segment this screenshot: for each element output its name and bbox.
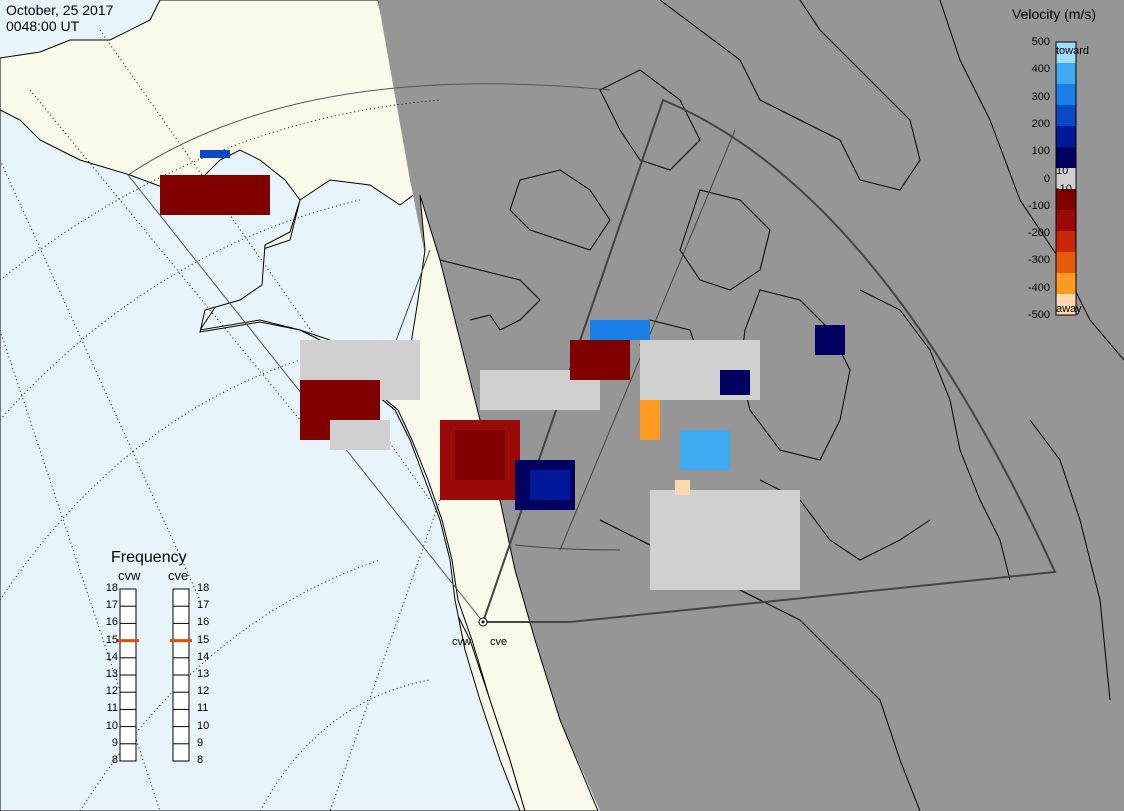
frequency-title: Frequency (111, 549, 187, 566)
colorbar-tick-label: -300 (1027, 254, 1050, 267)
frequency-tick-label: 10 (197, 719, 210, 732)
colorbar-frame (1055, 41, 1077, 316)
frequency-tick-label: 11 (197, 702, 209, 715)
colorbar-tick-label: -400 (1027, 281, 1050, 294)
colorbar-segment (1056, 42, 1076, 64)
frequency-tick-label: 8 (111, 754, 118, 766)
colorbar-segment (1056, 105, 1076, 127)
colorbar-tick-label: 300 (1031, 90, 1050, 103)
frequency-tick-label: 16 (197, 616, 210, 629)
colorbar-segment (1056, 147, 1076, 169)
frequency-tick-label: 15 (197, 633, 210, 646)
colorbar-segment (1056, 84, 1076, 106)
frequency-tick-label: 12 (197, 685, 210, 698)
frequency-tick-label: 18 (197, 582, 210, 594)
colorbar-tick-label: 100 (1031, 145, 1050, 158)
colorbar-tick-label: 500 (1031, 36, 1050, 48)
frequency-tick-label: 11 (106, 702, 118, 715)
colorbar-title: Velocity (m/s) (1012, 6, 1097, 22)
frequency-tick-label: 12 (105, 685, 118, 698)
colorbar-segment (1056, 168, 1076, 190)
colorbar-tick-label: -100 (1027, 199, 1050, 212)
velocity-cells (160, 150, 845, 590)
site-label: cvw (452, 636, 471, 648)
time-label: 0048:00 UT (6, 18, 80, 34)
frequency-tick-label: 15 (105, 633, 118, 646)
frequency-tick-label: 13 (105, 668, 118, 680)
frequency-tick-label: 8 (197, 754, 204, 766)
colorbar-tick-label: 0 (1043, 172, 1050, 185)
frequency-radar-label: cve (168, 568, 189, 583)
frequency-tick-label: 16 (105, 616, 118, 629)
colorbar-segment (1056, 126, 1076, 148)
frequency-tick-label: 9 (197, 736, 204, 749)
colorbar-segment (1056, 252, 1076, 274)
frequency-radar-label: cvw (118, 568, 141, 583)
frequency-tick-label: 18 (105, 582, 118, 594)
site-label: cve (490, 636, 508, 648)
colorbar-segment (1056, 189, 1076, 211)
colorbar-away-label: away (1056, 303, 1082, 315)
colorbar-inner-tick: 10 (1056, 165, 1069, 177)
colorbar-segment (1056, 294, 1076, 316)
date-label: October, 25 2017 (6, 2, 114, 18)
colorbar-inner-tick: -10 (1056, 183, 1072, 195)
colorbar-segment (1056, 63, 1076, 85)
colorbar-tick-label: -200 (1027, 227, 1050, 240)
colorbar (1055, 41, 1077, 316)
frequency-tick-label: 17 (105, 599, 118, 612)
frequency-tick-label: 13 (197, 668, 210, 680)
radar-site-marker (478, 617, 488, 627)
colorbar-tick-label: 200 (1031, 117, 1050, 130)
colorbar-segment (1056, 210, 1076, 232)
frequency-tick-label: 14 (197, 650, 210, 663)
colorbar-tick-label: 400 (1031, 63, 1050, 76)
frequency-gauges (117, 588, 192, 762)
colorbar-toward-label: toward (1056, 45, 1090, 57)
night-region (378, 0, 1124, 811)
colorbar-segment (1056, 231, 1076, 253)
colorbar-segment (1056, 273, 1076, 295)
frequency-tick-label: 10 (105, 719, 118, 732)
graticule (0, 29, 441, 811)
frequency-tick-label: 17 (197, 599, 210, 612)
colorbar-tick-label: -500 (1027, 309, 1050, 321)
frequency-tick-label: 9 (111, 736, 118, 749)
frequency-tick-label: 14 (105, 650, 118, 663)
